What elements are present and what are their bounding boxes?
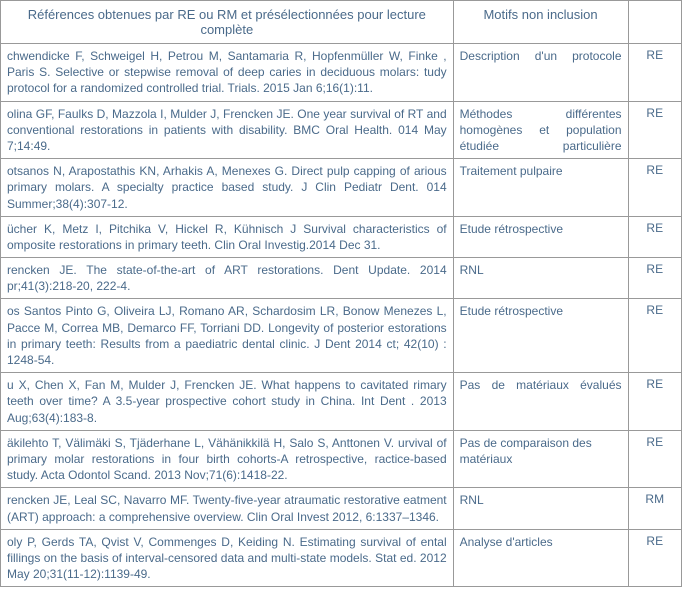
table-row: äkilehto T, Välimäki S, Tjäderhane L, Vä… xyxy=(1,430,682,488)
references-table: Références obtenues par RE ou RM et prés… xyxy=(0,0,682,587)
mode-cell: RE xyxy=(628,299,682,373)
mode-cell: RM xyxy=(628,488,682,529)
reference-cell: chwendicke F, Schweigel H, Petrou M, San… xyxy=(1,44,454,102)
motif-cell: Description d'un protocole xyxy=(453,44,628,102)
header-mode xyxy=(628,1,682,44)
reference-cell: u X, Chen X, Fan M, Mulder J, Frencken J… xyxy=(1,373,454,431)
reference-cell: äkilehto T, Välimäki S, Tjäderhane L, Vä… xyxy=(1,430,454,488)
motif-cell: Pas de comparaison des matériaux xyxy=(453,430,628,488)
reference-cell: oly P, Gerds TA, Qvist V, Commenges D, K… xyxy=(1,529,454,587)
reference-cell: rencken JE, Leal SC, Navarro MF. Twenty-… xyxy=(1,488,454,529)
header-motifs: Motifs non inclusion xyxy=(453,1,628,44)
reference-cell: os Santos Pinto G, Oliveira LJ, Romano A… xyxy=(1,299,454,373)
header-row: Références obtenues par RE ou RM et prés… xyxy=(1,1,682,44)
reference-cell: olina GF, Faulks D, Mazzola I, Mulder J,… xyxy=(1,101,454,159)
motif-cell: Méthodes différentes homogènes et popula… xyxy=(453,101,628,159)
mode-cell: RE xyxy=(628,216,682,257)
table-row: ücher K, Metz I, Pitchika V, Hickel R, K… xyxy=(1,216,682,257)
header-references: Références obtenues par RE ou RM et prés… xyxy=(1,1,454,44)
reference-cell: ücher K, Metz I, Pitchika V, Hickel R, K… xyxy=(1,216,454,257)
mode-cell: RE xyxy=(628,159,682,217)
table-row: oly P, Gerds TA, Qvist V, Commenges D, K… xyxy=(1,529,682,587)
table-row: chwendicke F, Schweigel H, Petrou M, San… xyxy=(1,44,682,102)
table-row: rencken JE. The state-of-the-art of ART … xyxy=(1,258,682,299)
table-row: rencken JE, Leal SC, Navarro MF. Twenty-… xyxy=(1,488,682,529)
mode-cell: RE xyxy=(628,430,682,488)
table-body: chwendicke F, Schweigel H, Petrou M, San… xyxy=(1,44,682,587)
table-row: olina GF, Faulks D, Mazzola I, Mulder J,… xyxy=(1,101,682,159)
mode-cell: RE xyxy=(628,44,682,102)
motif-cell: Etude rétrospective xyxy=(453,299,628,373)
motif-cell: RNL xyxy=(453,488,628,529)
motif-cell: Pas de matériaux évalués xyxy=(453,373,628,431)
mode-cell: RE xyxy=(628,101,682,159)
reference-cell: otsanos N, Arapostathis KN, Arhakis A, M… xyxy=(1,159,454,217)
mode-cell: RE xyxy=(628,373,682,431)
mode-cell: RE xyxy=(628,258,682,299)
table-row: otsanos N, Arapostathis KN, Arhakis A, M… xyxy=(1,159,682,217)
motif-cell: Etude rétrospective xyxy=(453,216,628,257)
table-row: os Santos Pinto G, Oliveira LJ, Romano A… xyxy=(1,299,682,373)
motif-cell: Analyse d'articles xyxy=(453,529,628,587)
reference-cell: rencken JE. The state-of-the-art of ART … xyxy=(1,258,454,299)
motif-cell: Traitement pulpaire xyxy=(453,159,628,217)
mode-cell: RE xyxy=(628,529,682,587)
motif-cell: RNL xyxy=(453,258,628,299)
table-row: u X, Chen X, Fan M, Mulder J, Frencken J… xyxy=(1,373,682,431)
